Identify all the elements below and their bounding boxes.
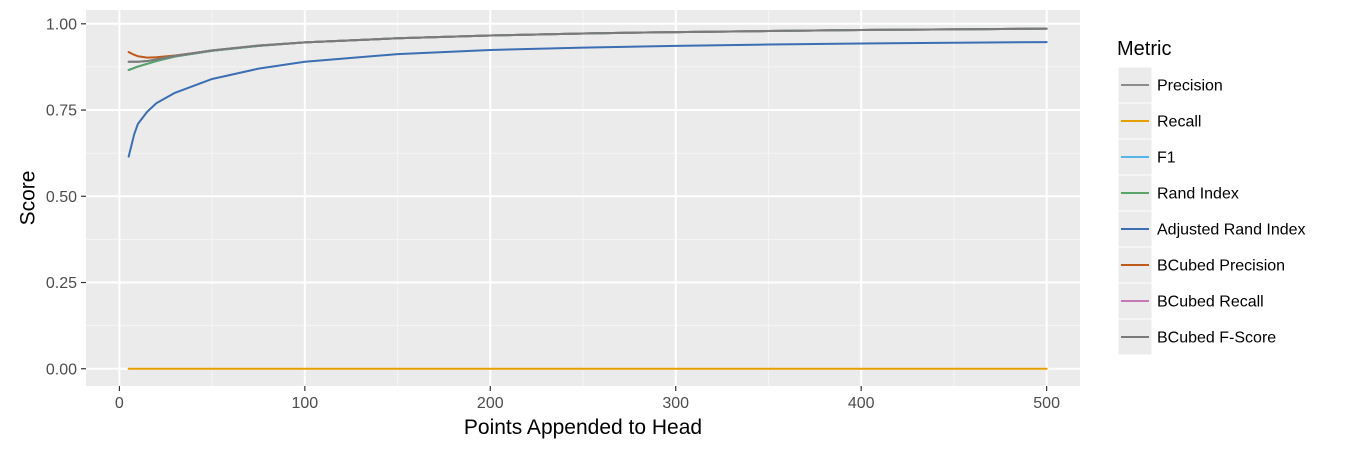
x-tick-label: 100 [291, 395, 318, 412]
y-tick-label: 1.00 [46, 16, 77, 33]
y-axis-title: Score [16, 171, 39, 226]
series-lines [127, 27, 1048, 370]
y-tick-label: 0.00 [46, 361, 77, 378]
x-axis-title: Points Appended to Head [464, 416, 702, 439]
legend-title: Metric [1117, 38, 1171, 60]
legend: Metric Precision Recall F1 Rand Index Adjust… [1117, 38, 1306, 356]
y-axis: 0.00 0.25 0.50 0.75 1.00 [46, 16, 86, 378]
y-tick-label: 0.25 [46, 275, 77, 292]
series-line-adjusted-rand-index [127, 41, 1048, 158]
legend-label: Precision [1157, 78, 1223, 95]
legend-items: Precision Recall F1 Rand Index Adjusted Rand… [1117, 66, 1306, 356]
x-tick-label: 500 [1033, 395, 1060, 412]
legend-label: BCubed Precision [1157, 258, 1285, 275]
legend-label: F1 [1157, 150, 1176, 167]
x-tick-label: 300 [662, 395, 689, 412]
x-tick-label: 0 [115, 395, 124, 412]
x-tick-label: 400 [848, 395, 875, 412]
y-tick-label: 0.75 [46, 103, 77, 120]
minor-gridlines [86, 10, 1080, 386]
legend-label: BCubed F-Score [1157, 330, 1276, 347]
x-axis: 0 100 200 300 400 500 [115, 386, 1060, 412]
legend-label: Adjusted Rand Index [1157, 222, 1306, 239]
x-tick-label: 200 [477, 395, 504, 412]
y-tick-label: 0.50 [46, 189, 77, 206]
legend-label: Rand Index [1157, 186, 1239, 203]
legend-label: Recall [1157, 114, 1201, 131]
series-line-bcubed-f-score [127, 27, 1048, 63]
legend-label: BCubed Recall [1157, 294, 1264, 311]
